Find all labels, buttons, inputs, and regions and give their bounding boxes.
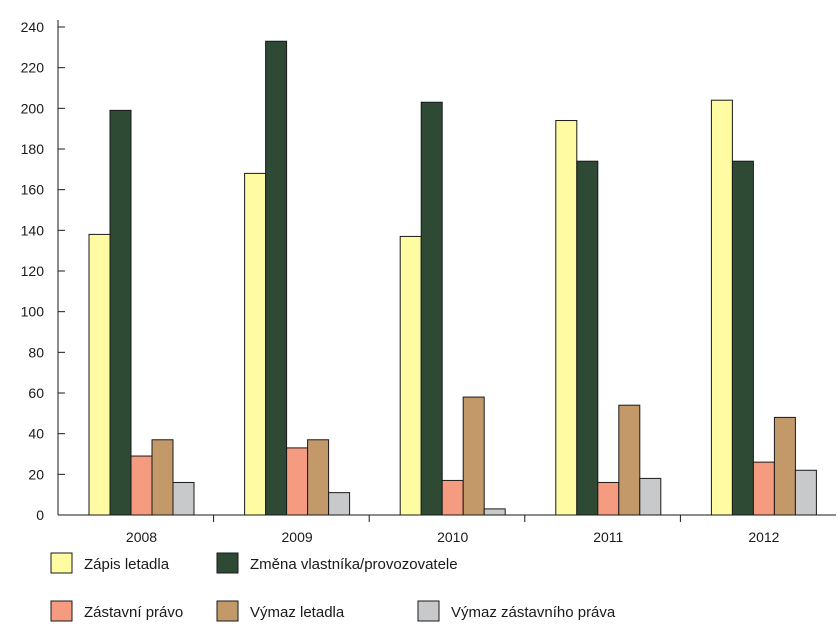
bar-2010-series-2 bbox=[441, 479, 464, 516]
bar-2012-series-0 bbox=[710, 99, 733, 516]
bar-2011-series-2 bbox=[597, 481, 620, 516]
y-tick-label: 80 bbox=[28, 344, 44, 360]
y-tick-label: 240 bbox=[21, 19, 45, 35]
bar-2010-series-1 bbox=[420, 101, 443, 516]
y-tick-label: 200 bbox=[21, 100, 45, 116]
legend-swatch-1 bbox=[216, 552, 239, 574]
y-tick-label: 140 bbox=[21, 222, 45, 238]
y-tick-label: 220 bbox=[21, 60, 45, 76]
bar-2009-series-2 bbox=[286, 447, 309, 516]
bar-2008-series-2 bbox=[130, 455, 153, 516]
bar-2009-series-1 bbox=[265, 40, 288, 516]
legend-label-1: Změna vlastníka/provozovatele bbox=[250, 556, 458, 573]
x-tick-label: 2012 bbox=[748, 529, 779, 545]
bar-2011-series-3 bbox=[618, 404, 641, 516]
bar-2012-series-4 bbox=[794, 469, 817, 516]
y-tick-label: 100 bbox=[21, 304, 45, 320]
y-tick-label: 40 bbox=[28, 426, 44, 442]
x-tick-label: 2008 bbox=[126, 529, 157, 545]
bar-2010-series-0 bbox=[399, 235, 422, 516]
bar-2012-series-2 bbox=[752, 461, 775, 516]
bar-2008-series-0 bbox=[88, 233, 111, 516]
bar-2009-series-0 bbox=[244, 172, 267, 516]
legend-label-4: Výmaz zástavního práva bbox=[451, 604, 616, 621]
legend-swatch-2 bbox=[50, 600, 73, 622]
y-tick-label: 160 bbox=[21, 182, 45, 198]
bar-2009-series-4 bbox=[328, 492, 351, 516]
legend-swatch-4 bbox=[417, 600, 440, 622]
x-tick-label: 2009 bbox=[282, 529, 313, 545]
bar-2008-series-3 bbox=[151, 439, 174, 516]
bar-2011-series-4 bbox=[639, 477, 662, 516]
bar-2008-series-1 bbox=[109, 109, 132, 516]
legend: Zápis letadla Změna vlastníka/provozovate… bbox=[50, 552, 616, 622]
legend-label-3: Výmaz letadla bbox=[250, 604, 345, 621]
y-tick-label: 20 bbox=[28, 466, 44, 482]
bar-2011-series-0 bbox=[555, 120, 578, 516]
legend-swatch-3 bbox=[216, 600, 239, 622]
bars-layer bbox=[88, 40, 817, 516]
y-tick-label: 180 bbox=[21, 141, 45, 157]
bar-2009-series-3 bbox=[307, 439, 330, 516]
legend-label-0: Zápis letadla bbox=[84, 556, 170, 573]
y-tick-label: 0 bbox=[36, 507, 44, 523]
bar-2011-series-1 bbox=[576, 160, 599, 516]
bar-2010-series-4 bbox=[483, 508, 506, 516]
legend-swatch-0 bbox=[50, 552, 73, 574]
bar-2008-series-4 bbox=[172, 481, 195, 516]
bar-2012-series-1 bbox=[731, 160, 754, 516]
legend-label-2: Zástavní právo bbox=[84, 604, 183, 621]
y-tick-label: 120 bbox=[21, 263, 45, 279]
y-tick-label: 60 bbox=[28, 385, 44, 401]
x-tick-label: 2010 bbox=[437, 529, 468, 545]
x-tick-label: 2011 bbox=[593, 529, 623, 545]
axes: 0 20 40 60 80 100 120 140 160 180 200 220 240 2008 200… bbox=[21, 19, 836, 545]
bar-2010-series-3 bbox=[462, 396, 485, 516]
bar-2012-series-3 bbox=[773, 416, 796, 516]
